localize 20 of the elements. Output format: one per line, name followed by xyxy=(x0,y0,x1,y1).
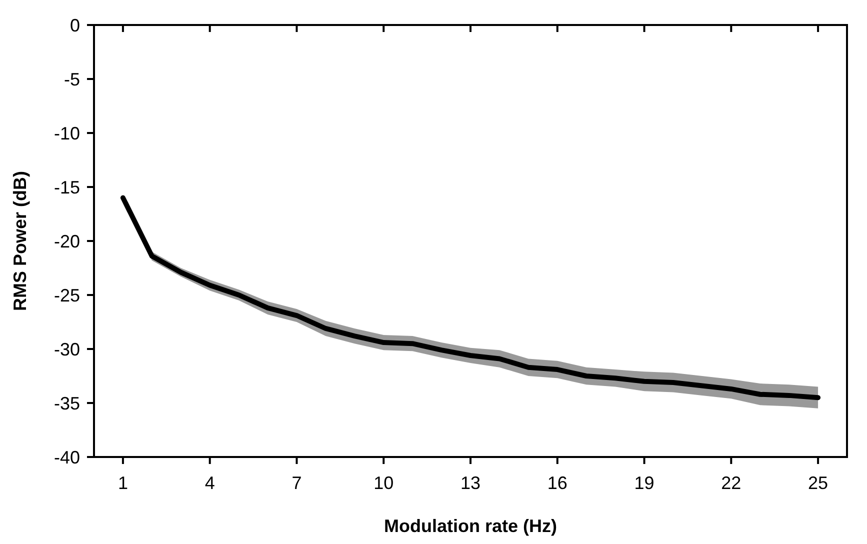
y-tick-label: -40 xyxy=(54,447,80,468)
x-tick-label: 19 xyxy=(634,473,654,493)
y-tick-label: -10 xyxy=(54,123,80,144)
x-tick-label: 10 xyxy=(374,473,394,493)
x-tick-label: 16 xyxy=(547,473,568,493)
y-tick-label: -25 xyxy=(54,285,80,306)
x-tick-label: 7 xyxy=(292,473,302,493)
y-tick-label: -20 xyxy=(54,231,80,252)
y-tick-label: -5 xyxy=(64,69,80,90)
x-tick-label: 13 xyxy=(460,473,481,493)
y-axis-title: RMS Power (dB) xyxy=(10,170,30,312)
y-tick-label: -15 xyxy=(54,177,80,198)
y-tick-label: -30 xyxy=(54,339,80,360)
y-tick-label: -35 xyxy=(54,393,80,414)
x-tick-label: 22 xyxy=(721,473,742,493)
x-tick-label: 25 xyxy=(808,473,828,493)
x-tick-label: 4 xyxy=(204,473,215,493)
y-tick-label: 0 xyxy=(70,15,80,36)
x-axis-title: Modulation rate (Hz) xyxy=(384,516,557,536)
x-tick-label: 1 xyxy=(118,473,128,493)
